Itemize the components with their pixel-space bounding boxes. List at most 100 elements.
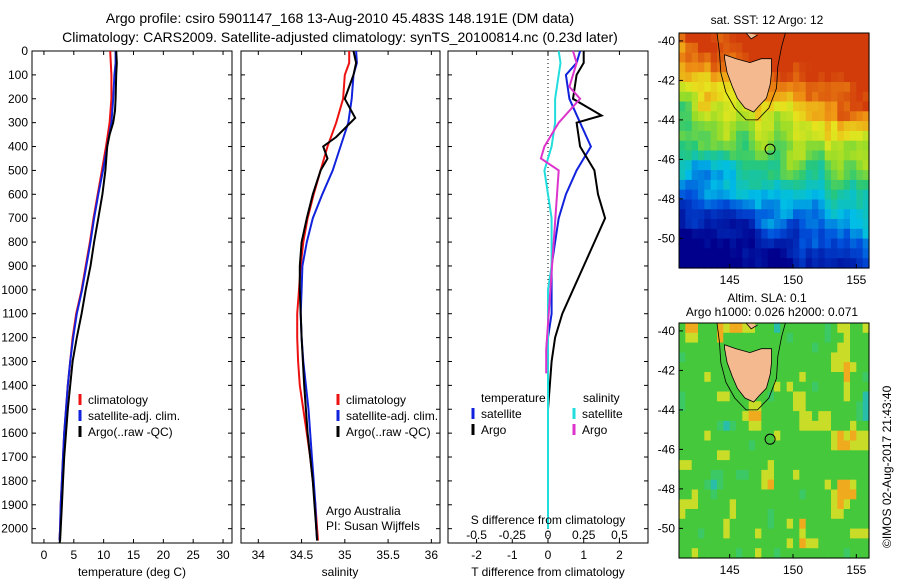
map-cell bbox=[862, 209, 870, 220]
map-cell bbox=[679, 411, 686, 422]
map-cell bbox=[698, 332, 705, 344]
map-cell bbox=[837, 401, 845, 412]
map-cell bbox=[742, 150, 750, 161]
map-cell bbox=[691, 499, 699, 510]
map-cell bbox=[710, 150, 718, 161]
map-cell bbox=[812, 101, 819, 112]
map-cell bbox=[774, 160, 781, 171]
map-cell bbox=[698, 248, 705, 259]
map-cell bbox=[755, 440, 762, 451]
map-cell bbox=[786, 352, 794, 363]
map-cell bbox=[736, 509, 743, 520]
map-cell bbox=[679, 111, 686, 122]
map-cell bbox=[710, 160, 718, 171]
map-cell bbox=[774, 52, 781, 63]
map-cell bbox=[691, 82, 699, 93]
map-cell bbox=[837, 460, 845, 471]
map-cell bbox=[742, 430, 750, 442]
map-cell bbox=[755, 258, 762, 269]
map-cell bbox=[780, 528, 788, 539]
map-cell bbox=[723, 460, 731, 471]
map-cell bbox=[862, 82, 870, 93]
map-cell bbox=[729, 140, 737, 152]
map-cell bbox=[736, 121, 743, 132]
map-cell bbox=[805, 228, 813, 240]
map-cell bbox=[685, 140, 693, 152]
sla-map: 145 150 155 -40 -42 -44 -46 -48 -50 bbox=[658, 322, 870, 577]
map-cell bbox=[837, 548, 845, 559]
map-cell bbox=[717, 489, 724, 500]
map-cell bbox=[685, 372, 693, 383]
map-cell bbox=[761, 199, 769, 210]
map-cell bbox=[704, 528, 712, 539]
map-cell bbox=[755, 401, 762, 412]
map-cell bbox=[805, 209, 813, 220]
map-cell bbox=[710, 420, 718, 432]
map-cell bbox=[774, 189, 781, 201]
map-cell bbox=[691, 430, 699, 442]
map-cell bbox=[685, 248, 693, 259]
map-cell bbox=[824, 258, 832, 269]
land-tasmania bbox=[724, 54, 772, 113]
map-cell bbox=[850, 332, 857, 344]
map-cell bbox=[691, 52, 699, 63]
map-cell bbox=[780, 489, 788, 500]
map-cell bbox=[704, 42, 712, 54]
map-cell bbox=[805, 52, 813, 63]
map-cell bbox=[812, 150, 819, 161]
map-cell bbox=[710, 323, 718, 334]
map-cell bbox=[799, 548, 807, 559]
map-cell bbox=[856, 499, 864, 510]
map-cell bbox=[812, 509, 819, 520]
map-cell bbox=[685, 381, 693, 393]
temperature-panel: 0 5 10 15 20 25 300100200300400500600700800900… bbox=[1, 44, 233, 579]
map-cell bbox=[748, 209, 756, 220]
map-cell bbox=[831, 179, 838, 191]
map-cell bbox=[837, 33, 845, 44]
map-x-tick-label: 155 bbox=[846, 273, 866, 287]
map-cell bbox=[710, 538, 718, 549]
map-cell bbox=[774, 82, 781, 93]
map-cell bbox=[843, 72, 851, 83]
map-cell bbox=[780, 170, 788, 181]
map-cell bbox=[691, 258, 699, 269]
map-cell bbox=[793, 518, 800, 530]
map-cell bbox=[717, 111, 724, 122]
map-cell bbox=[698, 372, 705, 383]
map-cell bbox=[805, 342, 813, 353]
map-cell bbox=[698, 228, 705, 240]
map-cell bbox=[831, 258, 838, 269]
map-cell bbox=[837, 420, 845, 432]
map-cell bbox=[723, 42, 731, 54]
map-cell bbox=[843, 450, 851, 461]
map-cell bbox=[818, 52, 826, 63]
map-cell bbox=[837, 258, 845, 269]
map-cell bbox=[679, 101, 686, 112]
map-cell bbox=[856, 111, 864, 122]
map-cell bbox=[698, 150, 705, 161]
map-cell bbox=[793, 469, 800, 481]
map-cell bbox=[698, 362, 705, 373]
map-cell bbox=[742, 33, 750, 44]
map-cell bbox=[679, 228, 686, 240]
map-cell bbox=[704, 150, 712, 161]
map-cell bbox=[736, 420, 743, 432]
map-cell bbox=[717, 381, 724, 393]
map-cell bbox=[786, 52, 794, 63]
map-cell bbox=[786, 440, 794, 451]
map-cell bbox=[780, 52, 788, 63]
map-cell bbox=[704, 548, 712, 559]
map-cell bbox=[831, 199, 838, 210]
map-cell bbox=[805, 518, 813, 530]
map-cell bbox=[812, 238, 819, 249]
map-cell bbox=[774, 238, 781, 249]
x-tick-label: 0 bbox=[41, 548, 48, 562]
map-cell bbox=[729, 219, 737, 230]
map-cell bbox=[748, 121, 756, 132]
map-cell bbox=[856, 72, 864, 83]
map-cell bbox=[831, 430, 838, 442]
map-cell bbox=[856, 332, 864, 344]
map-cell bbox=[729, 469, 737, 481]
x-tick-label: 35 bbox=[338, 548, 352, 562]
map-cell bbox=[805, 189, 813, 201]
